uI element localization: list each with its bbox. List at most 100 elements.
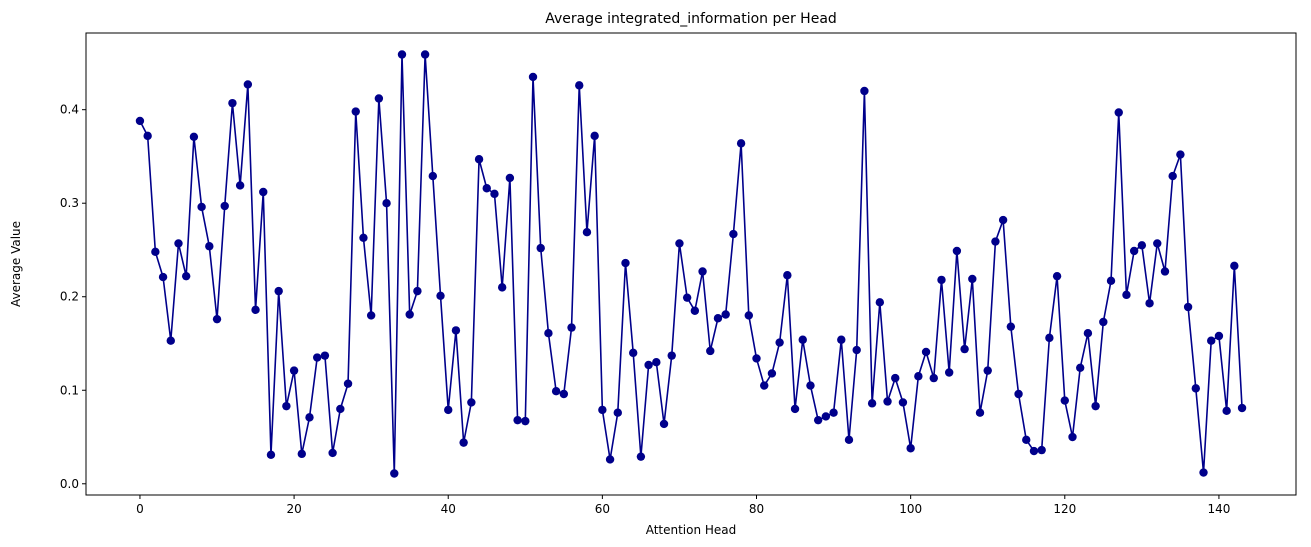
data-point [960,344,969,354]
data-point [598,405,607,415]
data-point [251,305,260,315]
x-axis-ticks: 0 20 40 60 80 100 120 140 [136,495,1230,516]
data-point [968,274,977,284]
data-point [1091,401,1100,411]
data-point [1168,171,1177,181]
data-point [806,381,815,390]
data-point [929,373,938,383]
data-point [798,335,807,344]
data-point [605,455,615,464]
data-point [235,181,245,190]
data-point [898,398,908,407]
y-tick-label: 0.4 [60,103,79,117]
data-point [513,415,522,425]
data-point [1230,261,1239,271]
data-point [1176,150,1185,159]
data-point [1183,302,1193,312]
x-tick-label: 80 [749,502,764,516]
data-point [844,435,854,445]
data-point [1214,331,1224,341]
data-point [998,215,1008,225]
data-point [336,404,345,414]
data-point [852,345,861,355]
data-point [135,116,145,126]
data-point [397,50,407,59]
data-point [1076,363,1085,373]
data-point [706,346,715,356]
data-point [1137,241,1147,250]
data-point [652,358,661,367]
data-point [621,258,630,268]
data-point [1207,336,1216,345]
data-point [490,189,499,199]
data-point [575,81,584,90]
data-point [721,310,730,319]
series-layer [135,50,1247,478]
data-point [289,366,299,375]
data-point [1006,322,1016,331]
plot-background [86,33,1296,495]
data-point [744,311,753,320]
data-point [713,314,723,323]
data-point [459,438,468,447]
data-point [867,399,877,408]
chart-title: Average integrated_information per Head [545,11,837,27]
data-point [667,351,676,360]
data-point [413,286,422,296]
data-point [382,199,391,208]
data-point [282,401,291,411]
data-point [590,131,599,141]
x-tick-label: 140 [1207,502,1230,516]
data-point [297,449,306,459]
y-tick-label: 0.2 [60,290,79,304]
x-tick-label: 0 [136,502,144,516]
x-tick-label: 100 [899,502,922,516]
data-point [220,201,229,211]
data-point [444,405,453,415]
data-point [975,408,985,417]
data-point [991,237,1000,246]
data-point [1037,445,1046,455]
data-point [1014,389,1023,399]
data-point [1129,246,1139,256]
data-point [837,335,846,344]
data-point [551,386,561,396]
data-point [559,389,569,399]
data-point [1114,108,1123,117]
data-point [174,239,183,248]
data-point [536,243,545,253]
data-point [1045,333,1054,343]
data-point [952,246,962,256]
data-point [1237,403,1247,413]
data-point [1099,317,1108,327]
data-point [1153,239,1162,248]
data-point [860,86,869,96]
y-tick-label: 0.3 [60,196,79,210]
data-point [1199,468,1208,477]
data-point [259,187,268,197]
data-point [228,98,237,108]
data-point [197,202,206,212]
data-point [1060,396,1069,405]
data-point [783,271,792,280]
data-point [212,314,222,324]
data-point [760,381,769,390]
data-point [351,107,360,116]
y-axis-ticks: 0.0 0.1 0.2 0.3 0.4 [60,103,86,491]
data-point [921,347,931,357]
y-tick-label: 0.1 [60,383,79,397]
data-point [420,50,430,59]
data-point [143,131,152,141]
data-point [875,298,885,307]
data-point [775,338,784,347]
y-axis-label: Average Value [9,221,23,307]
data-point [405,310,414,319]
data-point [482,184,491,193]
data-point [883,397,892,406]
data-point [1052,271,1062,281]
data-point [151,247,160,257]
data-point [451,326,461,335]
data-point [729,229,738,239]
data-point [474,155,484,164]
